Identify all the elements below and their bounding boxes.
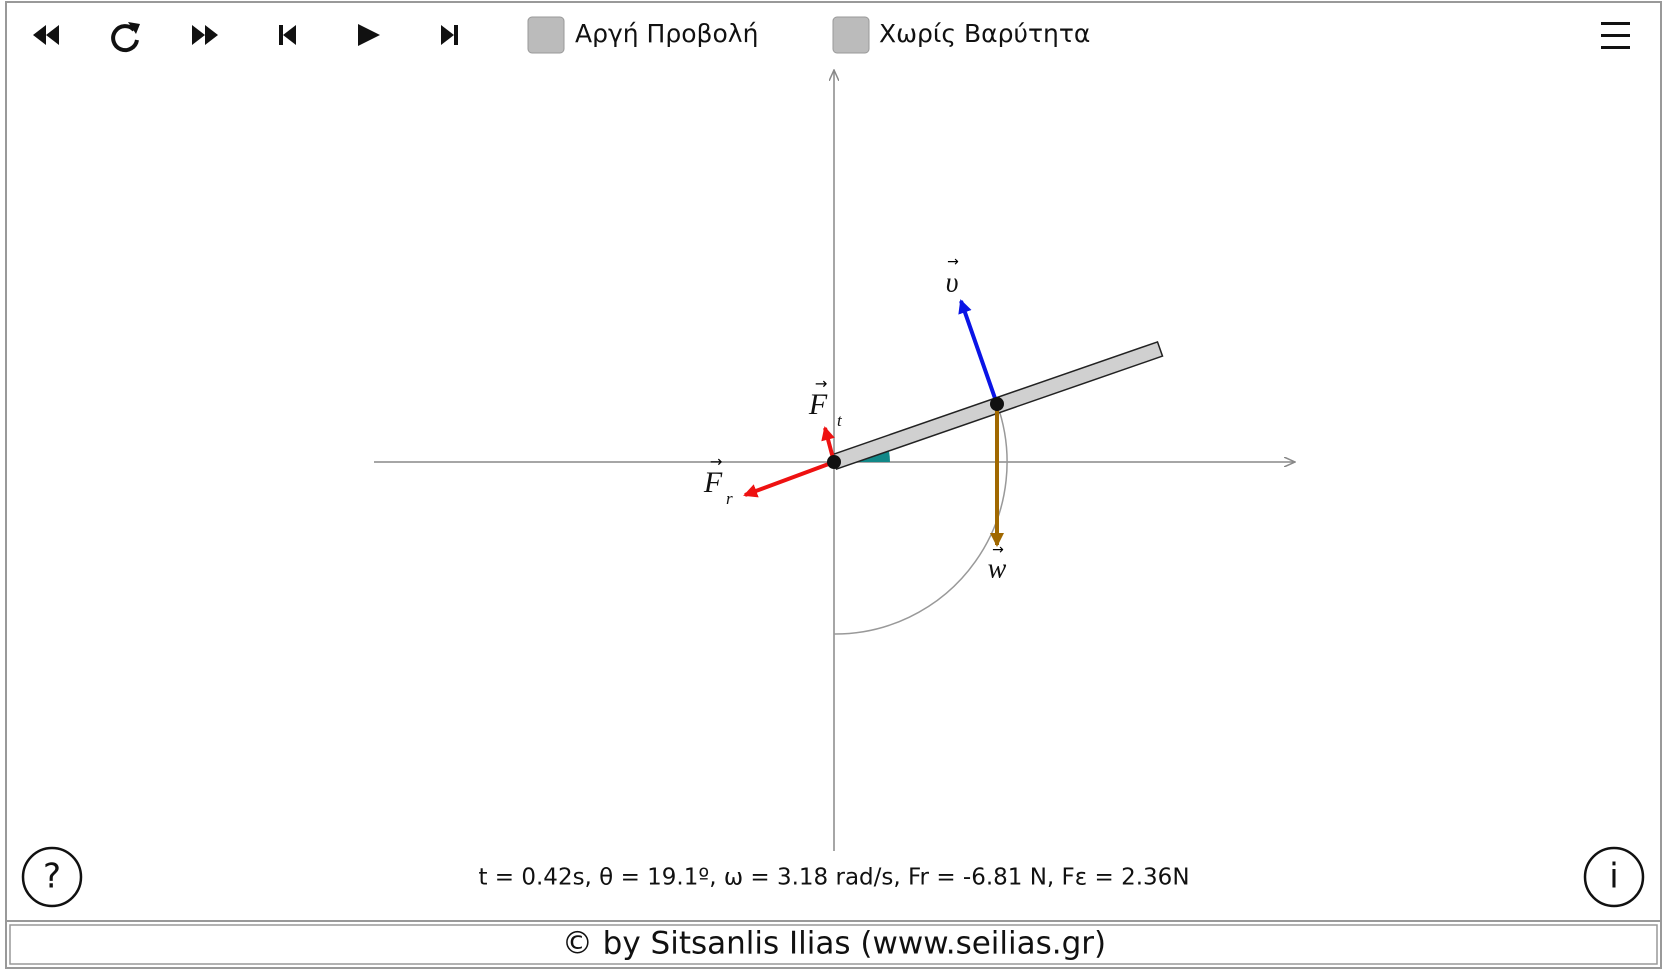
vector-arrow: → [992, 542, 1004, 558]
radial-force-label: F r → [703, 453, 733, 508]
radial-force-vector [743, 460, 835, 498]
checkbox-label[interactable]: Χωρίς Βαρύτητα [879, 19, 1090, 48]
velocity-vector [958, 299, 999, 405]
rewind-button[interactable] [33, 25, 59, 45]
vector-arrow: → [947, 254, 959, 270]
pivot [827, 455, 841, 469]
tangential-force-label: F t → [808, 375, 843, 430]
info-button[interactable] [1583, 846, 1645, 908]
vector-symbol: F [808, 388, 828, 421]
checkbox[interactable] [832, 16, 870, 54]
trajectory-arc [833, 403, 1008, 635]
checkbox-label[interactable]: Αργή Προβολή [575, 19, 758, 48]
footer-box [9, 924, 1658, 965]
menu-button[interactable] [1601, 22, 1630, 25]
frame [5, 1, 1662, 969]
vector-subscript: t [837, 411, 843, 430]
checkbox[interactable] [527, 16, 565, 54]
vector-subscript: r [726, 489, 733, 508]
vector-symbol: w [988, 553, 1007, 584]
menu-button [1601, 34, 1630, 37]
step-forward-button[interactable] [441, 25, 458, 45]
help-button[interactable] [21, 846, 83, 908]
vector-arrow: → [815, 375, 828, 393]
vector-arrow: → [710, 453, 723, 471]
vector-symbol: F [703, 466, 723, 499]
status-text: t = 0.42s, θ = 19.1º, ω = 3.18 rad/s, Fr… [478, 865, 1189, 891]
center-of-mass [990, 397, 1004, 411]
footer-text: © by Sitsanlis Ilias (www.seilias.gr) [562, 926, 1106, 962]
vector-symbol: υ [946, 267, 959, 298]
fast-forward-button[interactable] [192, 25, 218, 45]
weight-label: w → [988, 542, 1007, 584]
reset-button[interactable] [111, 22, 140, 53]
step-back-button[interactable] [279, 25, 296, 45]
info-icon[interactable]: i [1609, 857, 1618, 897]
help-icon[interactable]: ? [43, 857, 61, 897]
toolbar [33, 22, 1630, 53]
menu-button [1601, 46, 1630, 49]
velocity-label: υ → [946, 254, 960, 298]
play-button[interactable] [358, 24, 380, 46]
